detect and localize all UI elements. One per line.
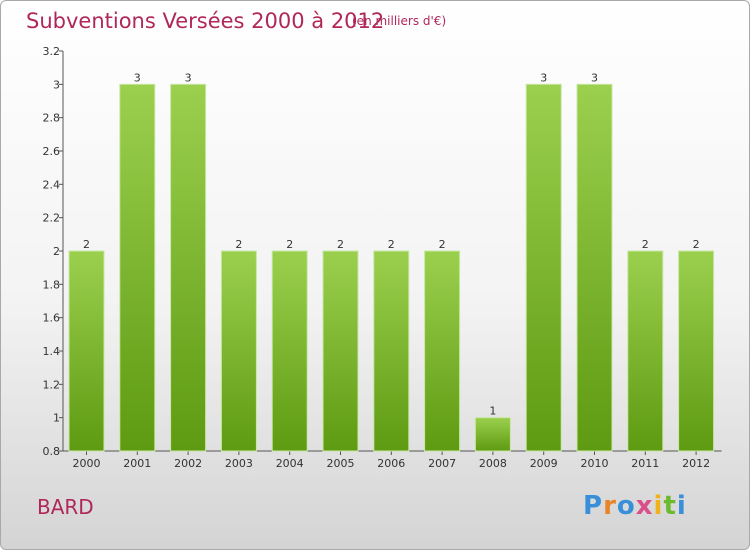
chart-title: Subventions Versées 2000 à 2012: [26, 9, 385, 33]
data-label-2000: 2: [83, 238, 90, 251]
bar-2008: [474, 417, 511, 452]
bar-2012: [678, 250, 715, 452]
bar-2000: [68, 250, 105, 452]
y-tick-label: 1.8: [43, 278, 61, 291]
bar-2006: [373, 250, 410, 452]
x-tick-label-2003: 2003: [225, 457, 253, 470]
bar-2005: [322, 250, 359, 452]
data-label-2009: 3: [540, 71, 547, 84]
logo-letter: P: [583, 491, 604, 521]
x-tick-label-2005: 2005: [327, 457, 355, 470]
logo-letter: i: [676, 491, 687, 521]
bar-2001: [119, 83, 156, 452]
x-tick-label-2002: 2002: [174, 457, 202, 470]
bar-2003: [220, 250, 257, 452]
data-label-2010: 3: [591, 71, 598, 84]
y-tick-label: 2: [53, 245, 60, 258]
y-tick-label: 0.8: [43, 445, 61, 458]
data-label-2005: 2: [337, 238, 344, 251]
bar-2009: [525, 83, 562, 452]
y-tick-label: 3.2: [43, 45, 61, 58]
y-tick-label: 1: [53, 412, 60, 425]
data-label-2004: 2: [286, 238, 293, 251]
y-tick-label: 1.4: [43, 345, 61, 358]
proxiti-logo: Proxiti: [583, 491, 687, 521]
data-label-2008: 1: [489, 405, 496, 418]
data-label-2002: 3: [185, 71, 192, 84]
bar-2011: [627, 250, 664, 452]
y-tick-label: 2.6: [43, 145, 61, 158]
x-tick-label-2008: 2008: [479, 457, 507, 470]
bar-2007: [424, 250, 461, 452]
y-tick-label: 3: [53, 78, 60, 91]
data-label-2006: 2: [388, 238, 395, 251]
x-tick-label-2009: 2009: [530, 457, 558, 470]
logo-letter: i: [653, 491, 664, 521]
x-tick-label-2001: 2001: [123, 457, 151, 470]
y-tick-label: 2.4: [43, 178, 61, 191]
x-tick-label-2004: 2004: [276, 457, 304, 470]
data-label-2011: 2: [642, 238, 649, 251]
unit-label: (en milliers d'€): [352, 14, 447, 28]
x-tick-label-2012: 2012: [682, 457, 710, 470]
x-tick-label-2011: 2011: [631, 457, 659, 470]
commune-name: BARD: [37, 495, 94, 519]
bar-chart: 0.8 1 1.2 1.4 1.6 1.8 2 2.2 2.4 2.6 2.8 3 3.2 2 2000 3…: [43, 45, 722, 470]
y-tick-label: 1.2: [43, 378, 61, 391]
logo-letter: o: [616, 491, 636, 521]
x-tick-label-2010: 2010: [581, 457, 609, 470]
x-tick-label-2007: 2007: [428, 457, 456, 470]
logo-letter: r: [603, 491, 617, 521]
data-label-2003: 2: [235, 238, 242, 251]
data-label-2012: 2: [693, 238, 700, 251]
data-label-2007: 2: [439, 238, 446, 251]
logo-letter: t: [663, 491, 677, 521]
y-tick-label: 2.2: [43, 212, 61, 225]
bar-2010: [576, 83, 613, 452]
bar-2002: [170, 83, 207, 452]
logo-letter: x: [635, 491, 654, 521]
y-tick-label: 2.8: [43, 112, 61, 125]
x-tick-label-2000: 2000: [73, 457, 101, 470]
bar-2004: [271, 250, 308, 452]
data-label-2001: 3: [134, 71, 141, 84]
y-tick-label: 1.6: [43, 312, 61, 325]
x-tick-label-2006: 2006: [377, 457, 405, 470]
